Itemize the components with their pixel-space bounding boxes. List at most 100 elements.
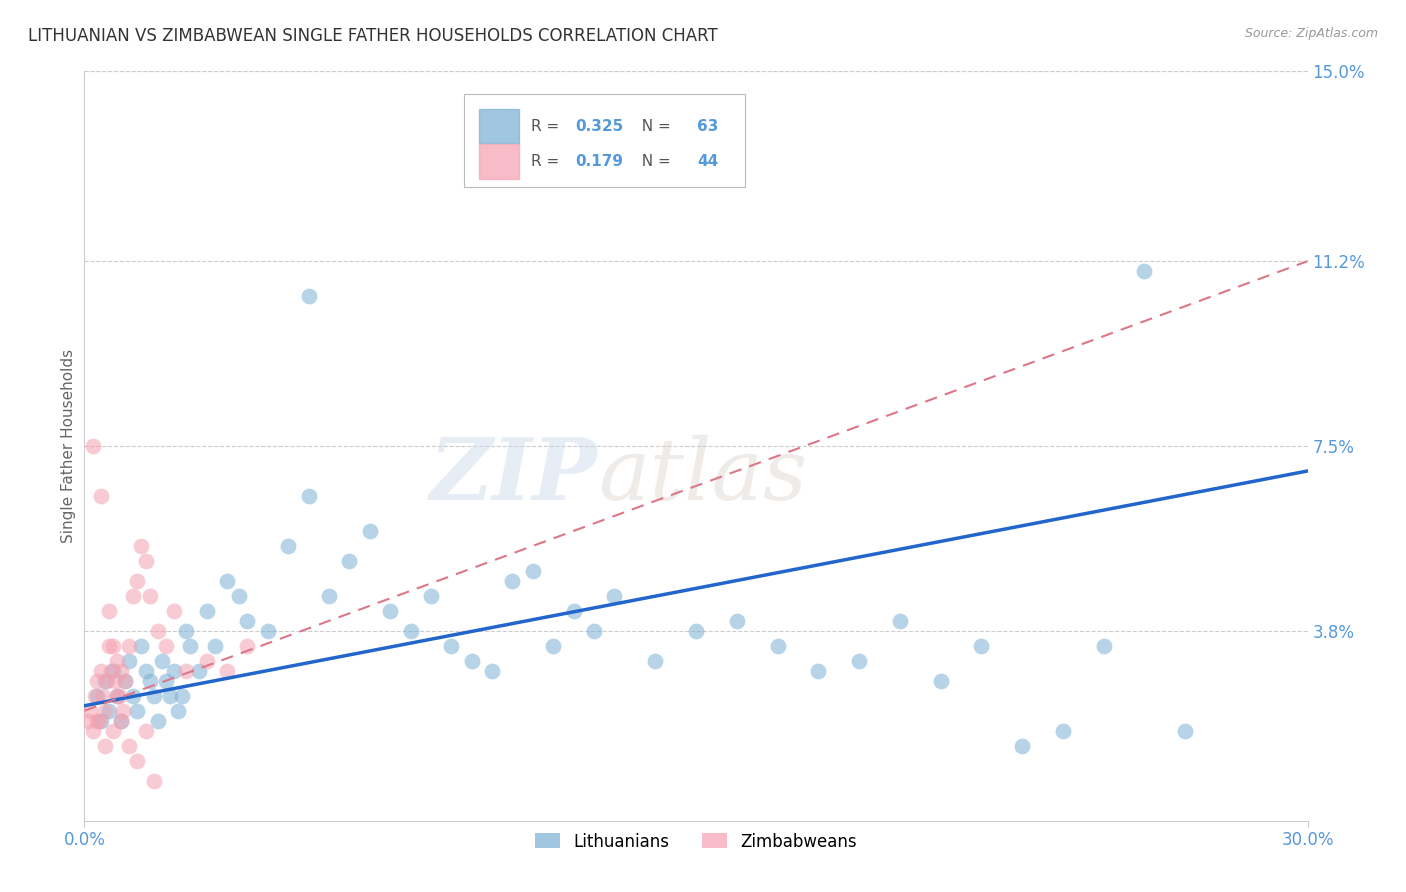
Text: atlas: atlas [598,434,807,517]
Point [86,673,108,688]
Point [603,589,626,603]
Point [163,664,186,678]
Point [114,673,136,688]
Point [90,664,112,678]
Point [1092,639,1115,653]
Point [195,604,218,618]
Point [105,654,128,668]
Text: N =: N = [633,119,676,134]
Point [187,664,209,678]
Point [217,574,239,588]
FancyBboxPatch shape [479,109,519,144]
Point [79,704,101,718]
Point [1174,723,1197,738]
Point [118,639,141,653]
Point [150,654,173,668]
Point [257,624,280,638]
Text: ZIP: ZIP [430,434,598,517]
Point [101,639,124,653]
Point [228,589,250,603]
Point [131,539,153,553]
Point [420,589,443,603]
Point [86,714,108,728]
Point [104,673,127,688]
Point [135,664,157,678]
Point [298,289,321,303]
Y-axis label: Single Father Households: Single Father Households [60,349,76,543]
Point [159,689,181,703]
Text: 0.325: 0.325 [575,119,623,134]
Point [101,723,124,738]
Text: LITHUANIAN VS ZIMBABWEAN SINGLE FATHER HOUSEHOLDS CORRELATION CHART: LITHUANIAN VS ZIMBABWEAN SINGLE FATHER H… [28,27,718,45]
Point [90,714,112,728]
Point [93,673,115,688]
Point [481,664,503,678]
Point [583,624,606,638]
FancyBboxPatch shape [464,94,745,187]
Point [440,639,463,653]
Point [236,639,259,653]
Point [91,689,114,703]
Point [127,704,149,718]
Point [105,689,128,703]
Point [685,624,707,638]
Point [1133,264,1156,278]
Point [644,654,666,668]
Point [82,439,104,453]
Point [502,574,524,588]
Point [399,624,422,638]
Point [93,739,115,753]
Point [807,664,830,678]
Point [96,673,118,688]
Point [562,604,585,618]
Point [204,639,226,653]
Point [298,489,321,503]
Point [359,524,381,538]
Point [105,689,128,703]
Point [174,664,197,678]
Point [86,689,108,703]
Point [101,664,124,678]
Point [90,489,112,503]
Point [848,654,870,668]
Text: R =: R = [531,153,564,169]
Point [118,654,141,668]
Point [87,714,110,728]
Point [131,639,153,653]
Point [163,604,186,618]
Point [138,589,160,603]
Point [167,704,190,718]
Point [146,624,169,638]
Text: 44: 44 [697,153,718,169]
Point [970,639,993,653]
Point [142,773,165,788]
Point [110,714,132,728]
Text: Source: ZipAtlas.com: Source: ZipAtlas.com [1244,27,1378,40]
Text: R =: R = [531,119,564,134]
Point [1011,739,1033,753]
Point [82,723,104,738]
Point [929,673,952,688]
Point [108,689,131,703]
Point [179,639,201,653]
Point [155,673,177,688]
Point [543,639,565,653]
FancyBboxPatch shape [479,144,519,178]
Text: 63: 63 [697,119,718,134]
Point [766,639,789,653]
Point [135,554,157,568]
Point [112,704,135,718]
Point [522,564,544,578]
Point [93,704,115,718]
Point [461,654,484,668]
Text: N =: N = [633,153,676,169]
Point [339,554,361,568]
Point [277,539,299,553]
Point [236,614,259,628]
Point [889,614,911,628]
Point [146,714,169,728]
Legend: Lithuanians, Zimbabweans: Lithuanians, Zimbabweans [529,826,863,857]
Point [110,714,132,728]
Point [118,739,141,753]
Point [127,574,149,588]
